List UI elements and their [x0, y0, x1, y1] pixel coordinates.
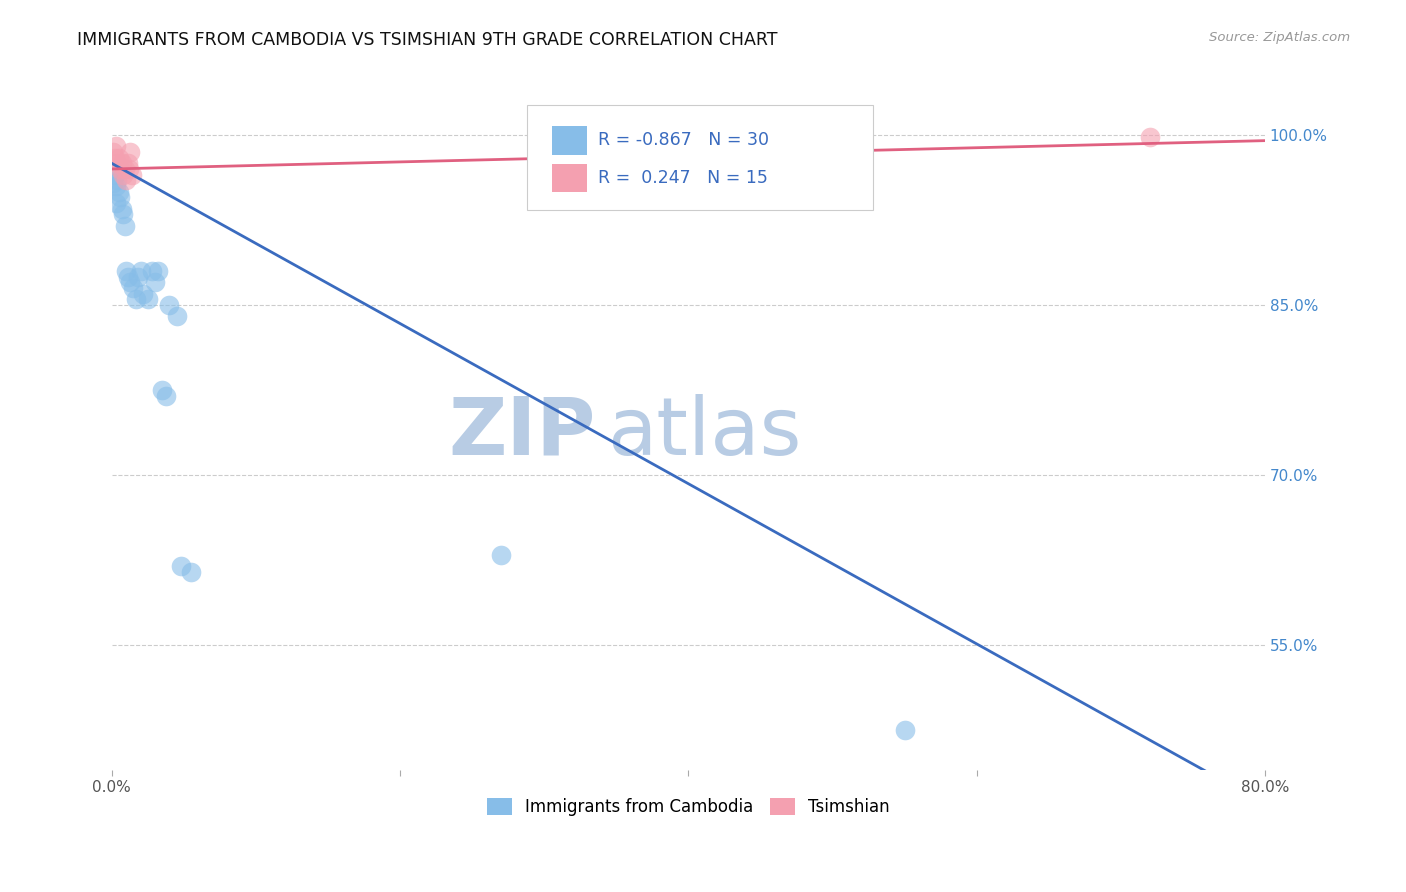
Point	[143, 276, 166, 290]
Point	[110, 161, 132, 176]
Text: IMMIGRANTS FROM CAMBODIA VS TSIMSHIAN 9TH GRADE CORRELATION CHART: IMMIGRANTS FROM CAMBODIA VS TSIMSHIAN 9T…	[77, 31, 778, 49]
Point	[136, 293, 159, 307]
Text: R =  0.247   N = 15: R = 0.247 N = 15	[599, 169, 768, 187]
Point	[146, 264, 169, 278]
Point	[150, 383, 173, 397]
Point	[1139, 130, 1161, 145]
Point	[132, 286, 155, 301]
Point	[157, 298, 180, 312]
Point	[111, 156, 134, 170]
Point	[114, 219, 136, 233]
Text: atlas: atlas	[607, 393, 801, 472]
Point	[108, 151, 131, 165]
Point	[122, 281, 145, 295]
Point	[101, 176, 124, 190]
Point	[125, 293, 148, 307]
Point	[105, 139, 128, 153]
FancyBboxPatch shape	[553, 164, 586, 193]
Point	[115, 264, 138, 278]
Text: ZIP: ZIP	[449, 393, 596, 472]
Point	[103, 151, 125, 165]
Point	[120, 145, 142, 159]
Point	[166, 310, 188, 324]
Point	[108, 185, 131, 199]
Point	[155, 389, 177, 403]
FancyBboxPatch shape	[527, 105, 873, 210]
Point	[117, 156, 139, 170]
Point	[489, 548, 512, 562]
Point	[107, 156, 129, 170]
FancyBboxPatch shape	[553, 127, 586, 154]
Point	[117, 269, 139, 284]
Point	[111, 202, 134, 216]
Point	[112, 168, 135, 182]
Point	[893, 723, 915, 738]
Point	[180, 565, 202, 579]
Point	[120, 276, 142, 290]
Point	[170, 558, 193, 573]
Point	[107, 173, 129, 187]
Point	[103, 168, 125, 182]
Point	[127, 269, 149, 284]
Point	[105, 196, 128, 211]
Point	[110, 190, 132, 204]
Point	[112, 207, 135, 221]
Point	[115, 173, 138, 187]
Point	[101, 145, 124, 159]
Point	[121, 168, 143, 182]
Text: Source: ZipAtlas.com: Source: ZipAtlas.com	[1209, 31, 1350, 45]
Point	[129, 264, 152, 278]
Point	[114, 161, 136, 176]
Text: R = -0.867   N = 30: R = -0.867 N = 30	[599, 131, 769, 150]
Point	[141, 264, 163, 278]
Point	[105, 179, 128, 194]
Legend: Immigrants from Cambodia, Tsimshian: Immigrants from Cambodia, Tsimshian	[479, 791, 897, 822]
Point	[118, 161, 141, 176]
